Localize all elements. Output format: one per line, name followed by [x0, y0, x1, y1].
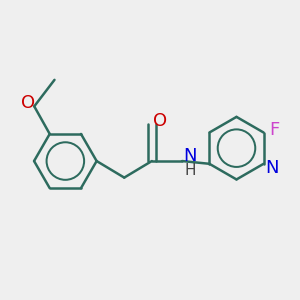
Text: O: O — [153, 112, 167, 130]
Text: H: H — [184, 163, 196, 178]
Text: N: N — [183, 146, 197, 164]
Text: N: N — [265, 159, 278, 177]
Text: O: O — [21, 94, 35, 112]
Text: F: F — [269, 121, 279, 139]
